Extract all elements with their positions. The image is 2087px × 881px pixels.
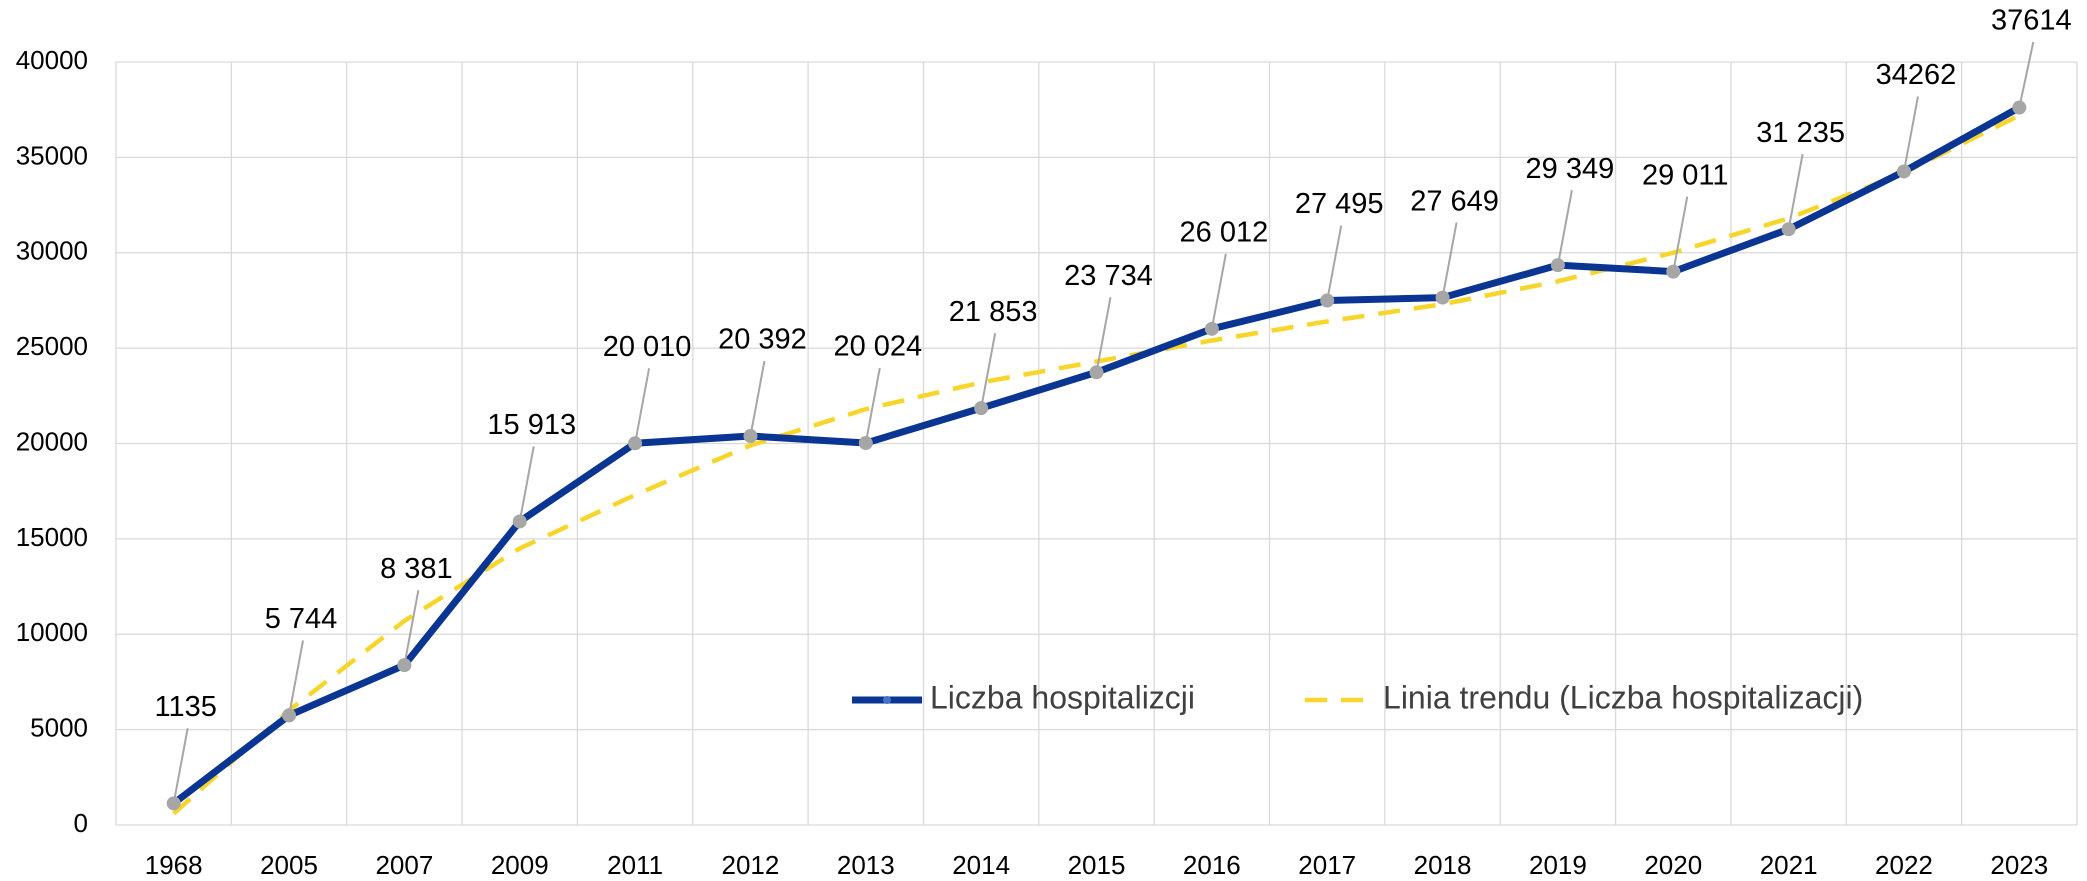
leader-line [172,728,189,804]
data-label: 20 010 [603,331,692,363]
leader-line [2018,41,2035,108]
leader-line [749,360,766,437]
x-tick-label: 1968 [145,850,203,880]
legend-label: Linia trendu (Liczba hospitalizacji) [1383,679,1863,715]
data-label: 20 024 [833,331,922,363]
x-tick-label: 2012 [722,850,780,880]
x-tick-label: 2022 [1875,850,1933,880]
y-tick-label: 30000 [16,236,88,266]
data-label: 31 235 [1756,117,1845,149]
leader-line [1556,189,1573,266]
x-tick-label: 2014 [952,850,1010,880]
leader-line [864,367,881,444]
legend-item: Liczba hospitalizcji [852,679,1195,715]
x-tick-label: 2013 [837,850,895,880]
data-label: 20 392 [718,324,807,356]
data-label: 5 744 [265,603,338,635]
y-tick-label: 25000 [16,331,88,361]
y-tick-label: 40000 [16,45,88,75]
data-label: 23 734 [1064,260,1153,292]
leader-line [1326,225,1343,301]
x-tick-label: 2005 [260,850,318,880]
x-tick-label: 2009 [491,850,549,880]
leader-line [1095,297,1112,373]
y-tick-label: 10000 [16,617,88,647]
y-tick-label: 15000 [16,522,88,552]
x-tick-label: 2017 [1298,850,1356,880]
data-label: 21 853 [949,296,1038,328]
trend-line [172,113,2021,816]
x-tick-label: 2011 [607,850,663,880]
leader-line [634,368,651,444]
y-tick-label: 20000 [16,426,88,456]
leader-line [403,589,420,666]
y-tick-label: 0 [74,808,88,838]
leader-line [980,332,997,409]
leader-line [518,446,535,522]
data-label: 27 649 [1410,185,1499,217]
x-tick-label: 2020 [1644,850,1702,880]
leader-line [1672,196,1689,272]
y-tick-label: 5000 [30,713,88,743]
x-tick-label: 2019 [1529,850,1587,880]
x-tick-label: 2021 [1760,850,1818,880]
leader-line [1210,253,1227,330]
leader-line [288,640,305,716]
data-label: 27 495 [1295,188,1384,220]
legend-item: Linia trendu (Liczba hospitalizacji) [1305,679,1863,715]
x-tick-label: 2018 [1414,850,1472,880]
data-label: 29 349 [1526,153,1615,185]
legend-marker [883,696,891,704]
data-label: 1135 [154,691,216,723]
data-label: 8 381 [380,553,453,585]
leader-line [1902,96,1919,172]
x-tick-label: 2015 [1068,850,1126,880]
x-tick-label: 2016 [1183,850,1241,880]
data-label: 29 011 [1642,159,1729,191]
data-label: 26 012 [1180,216,1269,248]
x-tick-label: 2023 [1990,850,2048,880]
data-label: 34262 [1876,59,1957,91]
leader-line [1441,222,1458,298]
x-tick-label: 2007 [375,850,433,880]
leader-line [1787,154,1804,230]
y-tick-label: 35000 [16,140,88,170]
legend-label: Liczba hospitalizcji [930,679,1195,715]
data-label: 37614 [1991,5,2072,37]
data-label: 15 913 [487,409,576,441]
